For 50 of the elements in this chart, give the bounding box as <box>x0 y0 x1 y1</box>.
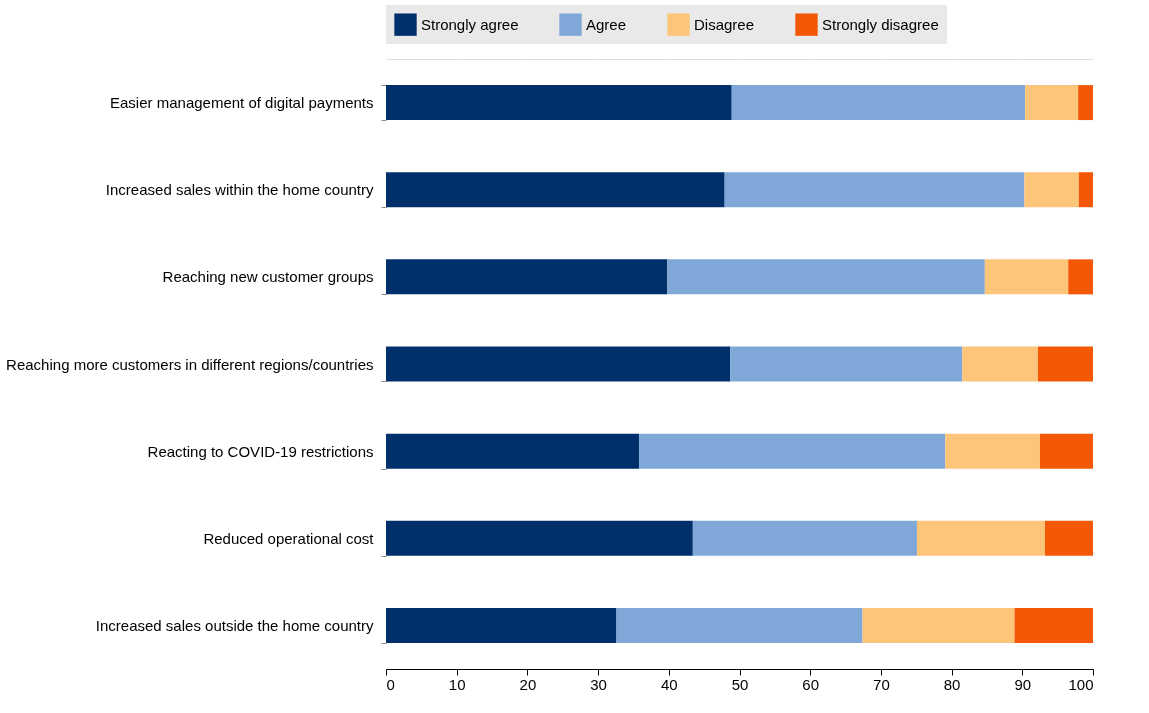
x-tick-label: 70 <box>873 675 890 693</box>
bar <box>730 346 963 382</box>
bar <box>724 172 1025 208</box>
bar <box>962 346 1038 382</box>
bar <box>667 259 985 295</box>
x-tick-label: 10 <box>448 675 466 693</box>
bar <box>692 520 917 556</box>
bar <box>1068 259 1093 295</box>
bar <box>1014 607 1093 643</box>
x-tick-label: 0 <box>386 675 395 693</box>
y-tick-label: Reaching more customers in different regions/countries <box>6 355 374 373</box>
y-tick-label: Reduced operational cost <box>203 529 375 547</box>
bar <box>1078 172 1093 208</box>
bar <box>386 520 693 556</box>
bar <box>1037 346 1093 382</box>
bar <box>386 346 731 382</box>
x-tick-label: 80 <box>943 675 961 693</box>
y-tick-label: Easier management of digital payments <box>110 94 374 112</box>
y-tick-label: Increased sales outside the home country <box>95 616 374 634</box>
y-tick-label: Reaching new customer groups <box>162 268 374 286</box>
bar <box>386 259 668 295</box>
legend-label: Strongly disagree <box>822 15 939 33</box>
x-tick-label: 40 <box>660 675 678 693</box>
bar <box>945 433 1040 469</box>
legend-label: Agree <box>586 15 627 33</box>
bar <box>1039 433 1093 469</box>
bar <box>386 172 725 208</box>
bar <box>984 259 1069 295</box>
y-tick-label: Increased sales within the home country <box>105 181 374 199</box>
x-tick-label: 60 <box>802 675 820 693</box>
bar <box>386 85 732 121</box>
bar <box>639 433 946 469</box>
y-tick-label: Reacting to COVID-19 restrictions <box>147 442 374 460</box>
x-tick-label: 100 <box>1068 675 1094 693</box>
x-tick-label: 90 <box>1014 675 1032 693</box>
bar <box>386 607 617 643</box>
legend-label: Strongly agree <box>421 15 519 33</box>
bar <box>1024 172 1079 208</box>
bar <box>731 85 1026 121</box>
bar <box>862 607 1015 643</box>
bar <box>386 433 640 469</box>
bar <box>1044 520 1093 556</box>
bar <box>616 607 863 643</box>
x-tick-label: 50 <box>731 675 749 693</box>
bar <box>1025 85 1079 121</box>
x-tick-label: 20 <box>519 675 537 693</box>
x-tick-label: 30 <box>590 675 607 693</box>
bar <box>916 520 1045 556</box>
legend-label: Disagree <box>694 15 755 33</box>
bar <box>1078 85 1093 121</box>
